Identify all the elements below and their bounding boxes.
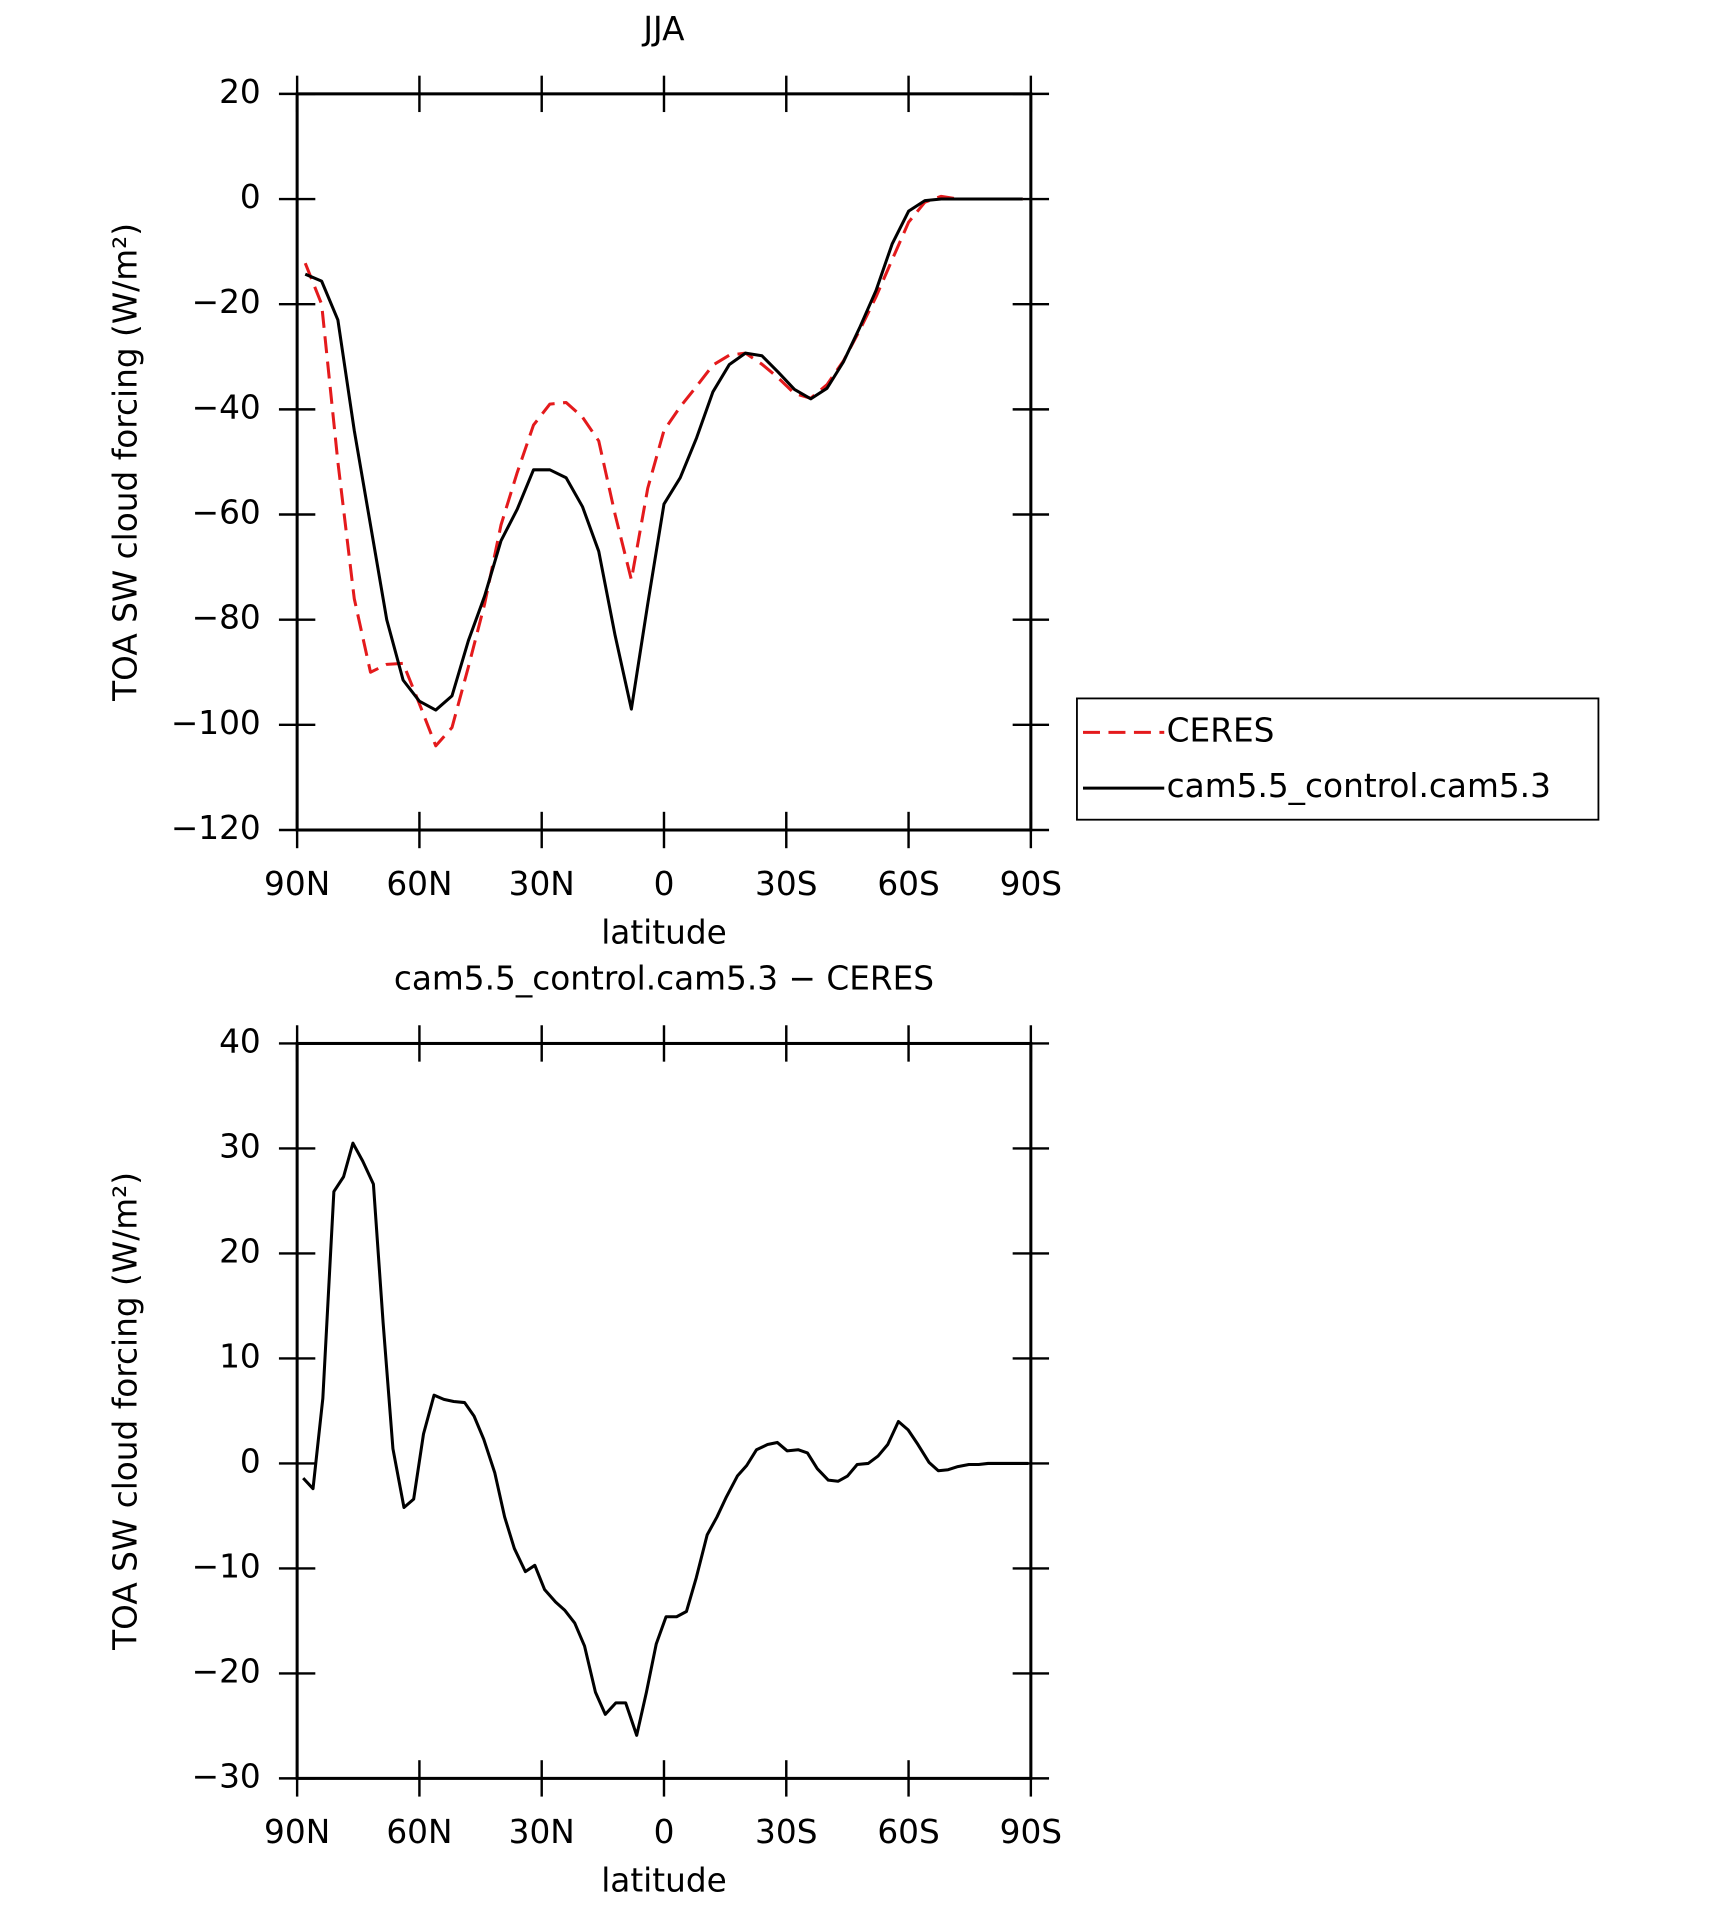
x-tick-label: 90S	[1000, 865, 1062, 903]
y-tick-label: 40	[219, 1022, 261, 1060]
y-tick-label: 20	[219, 1232, 261, 1270]
y-tick-label: 20	[219, 73, 261, 111]
x-tick-label: 30N	[509, 865, 575, 903]
plot-frame	[295, 92, 1033, 832]
x-tick-label: 90N	[264, 1813, 330, 1851]
data-line	[304, 197, 1023, 712]
y-tick-label: −60	[192, 494, 261, 532]
y-tick-label: 30	[219, 1127, 261, 1165]
x-tick-label: 60N	[386, 1813, 452, 1851]
y-tick-label: −30	[192, 1757, 261, 1795]
chart-title: cam5.5_control.cam5.3 − CERES	[394, 959, 934, 997]
x-tick-label: 60N	[386, 865, 452, 903]
legend-label: CERES	[1167, 711, 1275, 749]
legend-label: cam5.5_control.cam5.3	[1167, 767, 1551, 805]
plot-frame	[295, 1041, 1033, 1780]
x-tick-label: 90N	[264, 865, 330, 903]
chart-title: JJA	[641, 10, 685, 48]
y-axis-title: TOA SW cloud forcing (W/m²)	[106, 1172, 144, 1651]
y-tick-label: 10	[219, 1337, 261, 1375]
x-tick-label: 30S	[755, 865, 817, 903]
x-tick-label: 60S	[877, 1813, 939, 1851]
x-tick-label: 30S	[755, 1813, 817, 1851]
y-tick-label: −120	[171, 809, 261, 847]
data-line	[302, 1141, 1029, 1737]
x-tick-label: 30N	[509, 1813, 575, 1851]
y-tick-label: −10	[192, 1547, 261, 1585]
x-tick-label: 0	[654, 865, 675, 903]
y-tick-label: −20	[192, 283, 261, 321]
y-tick-label: −80	[192, 599, 261, 637]
y-axis-title: TOA SW cloud forcing (W/m²)	[106, 223, 144, 702]
y-tick-label: −20	[192, 1652, 261, 1690]
x-axis-title: latitude	[601, 913, 727, 951]
y-tick-label: −100	[171, 704, 261, 742]
x-tick-label: 0	[654, 1813, 675, 1851]
data-line	[303, 194, 1023, 748]
x-tick-label: 90S	[1000, 1813, 1062, 1851]
legend-box	[1076, 697, 1600, 821]
y-tick-label: 0	[240, 1442, 261, 1480]
x-tick-label: 60S	[877, 865, 939, 903]
y-tick-label: −40	[192, 388, 261, 426]
y-tick-label: 0	[240, 178, 261, 216]
x-axis-title: latitude	[601, 1862, 727, 1900]
